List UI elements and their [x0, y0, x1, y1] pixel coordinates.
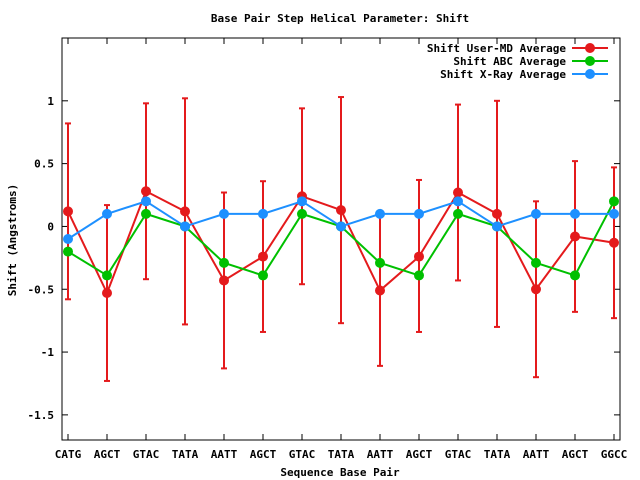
x-tick-label: AATT	[523, 448, 550, 461]
data-point	[414, 251, 424, 262]
y-axis-label: Shift (Angstroms)	[6, 184, 19, 297]
y-tick-label: -1.5	[28, 409, 55, 422]
data-point	[375, 208, 385, 219]
data-point	[570, 231, 580, 242]
data-point	[453, 196, 463, 207]
legend-marker	[585, 69, 595, 79]
data-point	[258, 208, 268, 219]
data-point	[453, 187, 463, 198]
data-point	[63, 234, 73, 244]
data-point	[102, 270, 112, 281]
y-tick-label: 1	[47, 95, 54, 108]
chart-title: Base Pair Step Helical Parameter: Shift	[211, 12, 469, 25]
data-point	[219, 208, 229, 219]
data-point	[297, 196, 307, 207]
x-tick-label: AATT	[211, 448, 238, 461]
x-axis-label: Sequence Base Pair	[280, 466, 400, 479]
data-point	[414, 270, 424, 281]
data-point	[63, 206, 73, 217]
data-point	[375, 285, 385, 296]
legend-label: Shift ABC Average	[453, 55, 566, 68]
data-point	[531, 208, 541, 219]
legend-marker	[585, 43, 595, 53]
legend-label: Shift X-Ray Average	[440, 68, 566, 81]
data-point	[102, 288, 112, 299]
x-tick-label: CATG	[55, 448, 82, 461]
x-tick-label: TATA	[484, 448, 511, 461]
x-tick-label: AGCT	[406, 448, 433, 461]
y-tick-label: -0.5	[28, 283, 55, 296]
data-point	[492, 208, 502, 219]
x-tick-label: GTAC	[133, 448, 160, 461]
data-point	[531, 284, 541, 295]
x-tick-label: AATT	[367, 448, 394, 461]
x-tick-label: AGCT	[94, 448, 121, 461]
legend-label: Shift User-MD Average	[427, 42, 566, 55]
x-tick-label: GTAC	[445, 448, 472, 461]
data-point	[609, 196, 619, 207]
data-point	[336, 205, 346, 216]
data-point	[141, 196, 151, 207]
x-tick-label: TATA	[328, 448, 355, 461]
data-point	[180, 206, 190, 217]
legend-marker	[585, 56, 595, 66]
data-point	[258, 251, 268, 262]
data-point	[531, 257, 541, 268]
x-tick-label: GTAC	[289, 448, 316, 461]
data-point	[375, 257, 385, 268]
x-tick-label: GGCC	[601, 448, 628, 461]
data-point	[453, 208, 463, 219]
data-point	[219, 275, 229, 286]
data-point	[180, 221, 190, 232]
data-point	[141, 186, 151, 197]
data-point	[63, 246, 73, 257]
data-point	[297, 208, 307, 219]
data-point	[102, 208, 112, 219]
data-point	[570, 208, 580, 219]
y-tick-label: 0.5	[34, 158, 54, 171]
x-tick-label: AGCT	[250, 448, 277, 461]
data-point	[219, 257, 229, 268]
y-tick-label: 0	[47, 220, 54, 233]
data-point	[609, 208, 619, 219]
x-tick-label: AGCT	[562, 448, 589, 461]
y-tick-label: -1	[41, 346, 55, 359]
data-point	[414, 208, 424, 219]
data-point	[258, 270, 268, 281]
plot-area: -1.5 -1 -0.5 0 0.5 1 CATG AGCT GTAC TATA AATT AGCT G…	[28, 37, 628, 461]
data-point	[492, 221, 502, 232]
x-tick-label: TATA	[172, 448, 199, 461]
data-point	[141, 208, 151, 219]
data-point	[336, 221, 346, 232]
data-point	[609, 237, 619, 248]
data-point	[570, 270, 580, 281]
